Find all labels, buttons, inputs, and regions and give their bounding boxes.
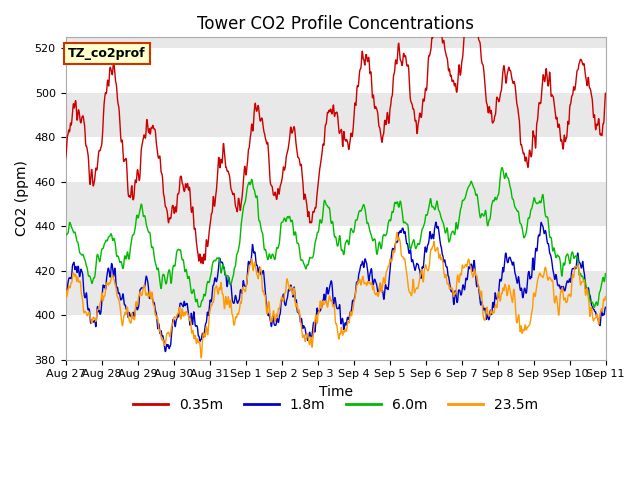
Bar <box>65 137 605 182</box>
Y-axis label: CO2 (ppm): CO2 (ppm) <box>15 160 29 237</box>
Title: Tower CO2 Profile Concentrations: Tower CO2 Profile Concentrations <box>197 15 474 33</box>
Bar <box>65 93 605 137</box>
Bar <box>65 226 605 271</box>
X-axis label: Time: Time <box>319 385 353 399</box>
Legend: 0.35m, 1.8m, 6.0m, 23.5m: 0.35m, 1.8m, 6.0m, 23.5m <box>127 392 544 417</box>
Bar <box>65 48 605 93</box>
Bar <box>65 271 605 315</box>
Bar <box>65 182 605 226</box>
Bar <box>65 315 605 360</box>
Text: TZ_co2prof: TZ_co2prof <box>68 47 146 60</box>
